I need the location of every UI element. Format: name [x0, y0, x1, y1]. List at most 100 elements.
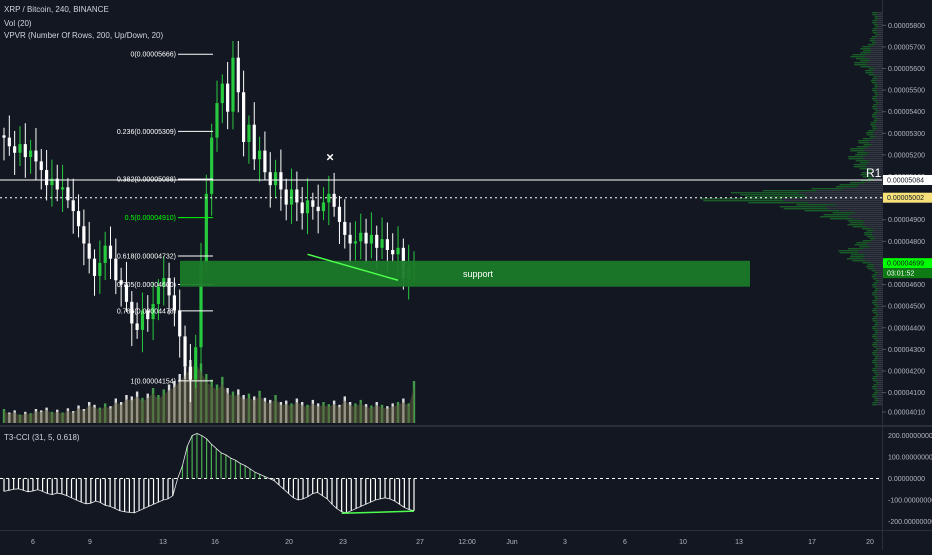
candle-body	[257, 150, 262, 160]
vpvr-row-down	[869, 246, 882, 248]
vpvr-row-down	[876, 274, 882, 276]
candle-body	[305, 200, 310, 214]
vpvr-row-down	[864, 256, 882, 258]
vpvr-row-down	[867, 244, 882, 246]
candle-body	[327, 193, 331, 203]
oscillator-legend[interactable]: T3-CCI (31, 5, 0.618)	[4, 433, 80, 442]
vpvr-row-down	[875, 38, 882, 40]
vpvr-row-up	[872, 320, 877, 322]
vpvr-row-down	[798, 192, 882, 194]
candle-body	[369, 234, 374, 244]
vpvr-row-up	[874, 86, 878, 88]
price-tick-label: 0.00005500	[888, 88, 925, 95]
vpvr-row-down	[876, 36, 882, 38]
time-tick-label: 9	[88, 539, 92, 546]
vpvr-row-up	[871, 82, 877, 84]
vpvr-row-down	[843, 188, 882, 190]
vpvr-row-up	[700, 198, 783, 200]
vpvr-row-down	[878, 26, 882, 28]
vpvr-row-up	[867, 236, 874, 238]
vpvr-row-down	[808, 202, 882, 204]
vpvr-row-up	[873, 282, 878, 284]
cci-line	[3, 433, 415, 514]
vpvr-row-down	[863, 156, 882, 158]
candle-body	[268, 172, 272, 186]
vpvr-row-down	[816, 190, 882, 192]
vpvr-row-up	[863, 232, 873, 234]
vpvr-row-down	[876, 88, 882, 90]
vpvr-row-up	[849, 222, 865, 224]
candle-body	[103, 245, 107, 263]
vpvr-row-up	[874, 358, 878, 360]
vpvr-row-down	[871, 50, 882, 52]
vpvr-row-up	[858, 142, 870, 144]
cci-tick-label: 200.00000000	[888, 433, 932, 440]
vpvr-row-down	[866, 64, 882, 66]
vpvr-row-up	[860, 174, 871, 176]
vpvr-row-up	[874, 84, 878, 86]
price-tick-label: 0.00004300	[888, 347, 925, 354]
vpvr-row-down	[839, 210, 882, 212]
vpvr-row-down	[876, 128, 882, 130]
vpvr-row-up	[873, 338, 878, 340]
vpvr-row-up	[870, 122, 876, 124]
vpvr-row-up	[865, 72, 873, 74]
vpvr-row-up	[846, 258, 863, 260]
vpvr-row-up	[871, 42, 877, 44]
vpvr-row-down	[875, 124, 882, 126]
price-tick-label: 0.00005700	[888, 44, 925, 51]
current-price-label: 0.00004699	[887, 261, 924, 268]
vpvr-row-up	[869, 40, 876, 42]
candle-body	[2, 135, 6, 138]
candle-body	[76, 211, 81, 227]
vpvr-row-down	[876, 116, 882, 118]
price-axis-border	[882, 0, 883, 550]
time-tick-label: 10	[679, 539, 687, 546]
candle-body	[231, 57, 235, 112]
vpvr-row-down	[876, 300, 882, 302]
vpvr-row-down	[868, 140, 882, 142]
vpvr-row-down	[878, 34, 882, 36]
volume-legend[interactable]: Vol (20)	[4, 19, 32, 28]
candle-body	[348, 234, 352, 244]
vpvr-row-up	[854, 62, 867, 64]
vpvr-row-down	[876, 360, 882, 362]
vpvr-row-up	[875, 280, 879, 282]
vpvr-row-up	[875, 102, 879, 104]
vpvr-row-up	[871, 276, 877, 278]
price-tick-label: 0.00004900	[888, 217, 925, 224]
fib-level-label: 0.236(0.00005309)	[117, 129, 176, 136]
symbol-legend[interactable]: XRP / Bitcoin, 240, BINANCE	[4, 5, 109, 14]
vpvr-row-down	[866, 164, 882, 166]
candle-body	[146, 310, 150, 320]
vpvr-row-up	[748, 202, 809, 204]
vpvr-row-up	[849, 182, 865, 184]
candle-body	[385, 239, 389, 250]
vpvr-row-up	[872, 22, 877, 24]
vpvr-row-down	[872, 72, 882, 74]
cross-marker: ×	[326, 149, 334, 164]
vpvr-row-down	[865, 226, 882, 228]
vpvr-row-down	[876, 318, 882, 320]
vpvr-legend[interactable]: VPVR (Number Of Rows, 200, Up/Down, 20)	[4, 31, 164, 40]
vpvr-row-up	[847, 224, 864, 226]
vpvr-row-up	[872, 310, 877, 312]
vpvr-row-up	[873, 316, 878, 318]
fib-level-label: 0(0.00005666)	[130, 52, 176, 59]
vpvr-row-up	[875, 34, 879, 36]
vpvr-row-down	[876, 28, 882, 30]
countdown-tag	[883, 268, 932, 279]
vpvr-row-up	[873, 112, 878, 114]
time-tick-label: Jun	[506, 539, 517, 546]
vpvr-row-down	[873, 170, 882, 172]
vpvr-row-down	[877, 92, 882, 94]
vpvr-row-down	[873, 230, 882, 232]
candle-body	[124, 284, 129, 302]
candle-body	[34, 150, 38, 162]
vpvr-row-up	[860, 52, 871, 54]
vpvr-row-down	[864, 182, 882, 184]
vpvr-row-up	[875, 340, 879, 342]
